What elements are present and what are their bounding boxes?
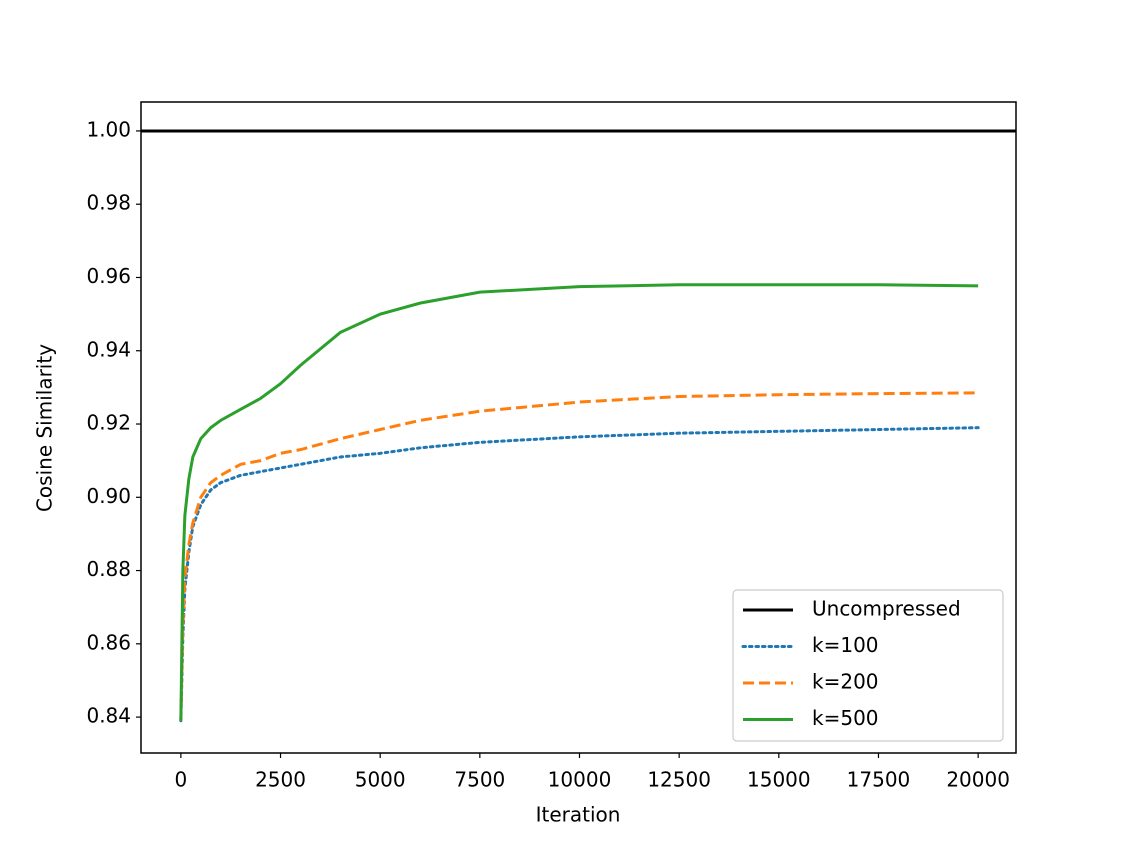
y-axis-label: Cosine Similarity — [33, 344, 57, 512]
y-tick-label: 0.84 — [86, 704, 131, 728]
series-line — [179, 283, 979, 721]
x-tick-label: 17500 — [847, 768, 911, 792]
x-tick-label: 12500 — [647, 768, 711, 792]
x-axis-label: Iteration — [536, 803, 621, 827]
x-tick-label: 15000 — [747, 768, 811, 792]
x-tick-label: 20000 — [946, 768, 1010, 792]
x-tick-label: 10000 — [548, 768, 612, 792]
x-tick-label: 2500 — [255, 768, 306, 792]
x-tick-label: 5000 — [355, 768, 406, 792]
legend-label: k=100 — [812, 633, 879, 657]
y-tick-label: 0.88 — [86, 557, 131, 581]
legend-box — [732, 589, 1004, 742]
x-tick-label: 0 — [174, 768, 187, 792]
plot-frame — [140, 101, 1017, 754]
legend-label: Uncompressed — [812, 597, 961, 621]
y-tick-label: 0.86 — [86, 630, 131, 654]
y-tick-label: 0.92 — [86, 411, 131, 435]
legend-label: k=200 — [812, 670, 879, 694]
y-tick-label: 0.90 — [86, 484, 131, 508]
series-line — [179, 391, 979, 721]
x-tick-label: 7500 — [454, 768, 505, 792]
y-tick-label: 0.94 — [86, 337, 131, 361]
y-tick-label: 0.96 — [86, 264, 131, 288]
y-tick-label: 1.00 — [86, 117, 131, 141]
legend-label: k=500 — [812, 706, 879, 730]
y-tick-label: 0.98 — [86, 191, 131, 215]
